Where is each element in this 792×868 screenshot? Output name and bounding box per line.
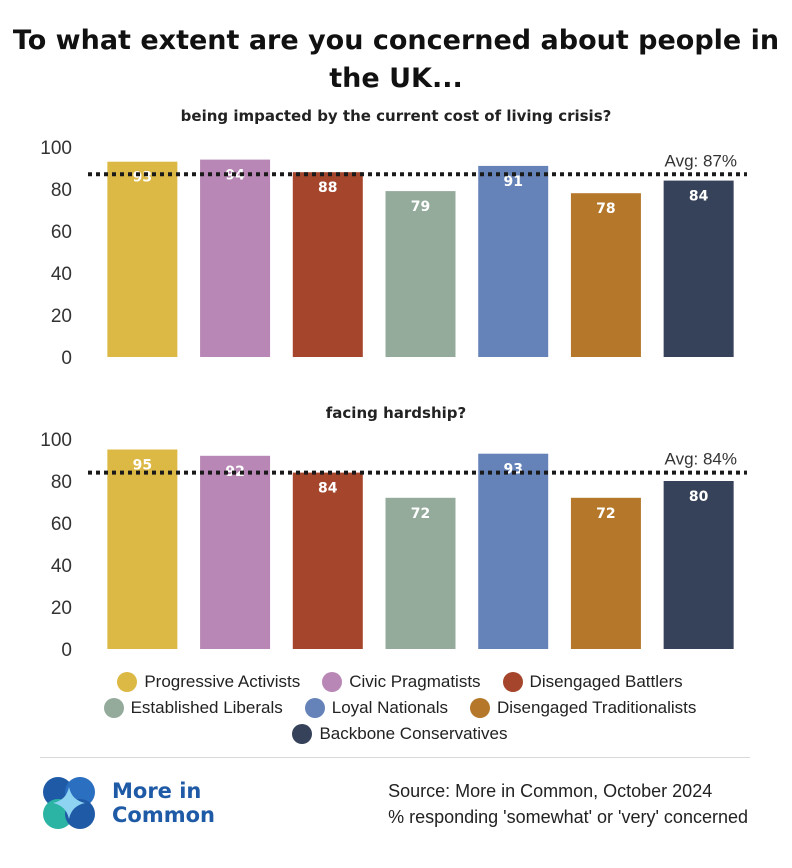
legend-label: Disengaged Battlers [529, 672, 683, 691]
legend-swatch [470, 698, 490, 718]
bar-value-label: 93 [133, 170, 152, 186]
source-line: Source: More in Common, October 2024 [388, 781, 713, 801]
bar-value-label: 88 [318, 180, 337, 196]
y-tick-label: 20 [51, 306, 72, 327]
bar-value-label: 79 [411, 199, 430, 215]
legend-label: Backbone Conservatives [319, 724, 508, 743]
bar-value-label: 91 [503, 174, 522, 190]
legend-label: Loyal Nationals [331, 698, 448, 717]
y-tick-label: 40 [51, 556, 72, 577]
legend-item: Established Liberals [103, 698, 283, 718]
legend-item: Disengaged Traditionalists [470, 698, 696, 718]
y-tick-label: 0 [61, 640, 72, 661]
y-tick-label: 100 [40, 138, 72, 159]
legend-row: Established Liberals Loyal Nationals Disen… [60, 695, 740, 721]
bar-civic-pragmatists [200, 455, 271, 649]
footer-divider [40, 757, 750, 758]
legend-swatch [502, 672, 523, 692]
bar-civic-pragmatists [200, 159, 271, 357]
bar-progressive-activists [107, 449, 178, 649]
legend-row: Backbone Conservatives [60, 721, 740, 747]
legend-item: Disengaged Battlers [502, 672, 683, 692]
chart-1-subtitle: being impacted by the current cost of li… [180, 107, 612, 125]
legend-swatch [117, 672, 138, 692]
more-in-common-logo: More in Common [40, 774, 215, 832]
logo-text: More in Common [112, 779, 215, 827]
legend-item: Civic Pragmatists [322, 672, 481, 692]
legend-item: Loyal Nationals [304, 698, 448, 718]
legend-swatch [304, 698, 325, 718]
legend-label: Progressive Activists [144, 672, 301, 691]
legend-row: Progressive Activists Civic Pragmatists Di… [60, 669, 740, 695]
average-label: Avg: 84% [665, 450, 737, 469]
y-tick-label: 100 [40, 430, 72, 451]
bar-value-label: 93 [503, 462, 522, 478]
bar-disengaged-traditionalists [570, 497, 641, 649]
y-tick-label: 60 [51, 514, 72, 535]
chart-legend: Progressive Activists Civic Pragmatists Di… [60, 669, 740, 747]
base-note-line: % responding 'somewhat' or 'very' concer… [388, 807, 748, 827]
legend-item: Backbone Conservatives [292, 724, 508, 744]
logo-text-line-2: Common [112, 803, 215, 827]
bar-value-label: 80 [689, 489, 709, 505]
bar-value-label: 72 [596, 506, 615, 522]
bar-disengaged-traditionalists [570, 193, 641, 357]
y-tick-label: 60 [51, 222, 72, 243]
source-note: Source: More in Common, October 2024 % r… [388, 778, 748, 830]
legend-swatch [103, 698, 124, 718]
logo-text-line-1: More in [112, 779, 202, 803]
y-tick-label: 20 [51, 598, 72, 619]
y-tick-label: 0 [61, 348, 72, 369]
more-in-common-logo-icon [43, 777, 95, 829]
chart-title-line-2: the UK... [329, 63, 463, 94]
legend-item: Progressive Activists [117, 672, 300, 692]
bar-established-liberals [385, 191, 456, 357]
chart-2-subtitle: facing hardship? [325, 404, 467, 422]
bar-backbone-conservatives [663, 180, 734, 357]
average-label: Avg: 87% [665, 151, 737, 170]
y-tick-label: 80 [51, 472, 72, 493]
chart-title: To what extent are you concerned about p… [0, 22, 792, 98]
chart-cost-of-living: 02040608010093948879917884Avg: 87% [40, 138, 747, 369]
bar-disengaged-battlers [292, 472, 363, 649]
bar-value-label: 95 [133, 458, 152, 474]
bar-backbone-conservatives [663, 481, 734, 649]
legend-label: Disengaged Traditionalists [497, 698, 697, 717]
bar-established-liberals [385, 497, 456, 649]
bar-loyal-nationals [478, 453, 549, 649]
bar-progressive-activists [107, 161, 178, 357]
chart-facing-hardship: 02040608010095928472937280Avg: 84% [40, 430, 747, 661]
bar-value-label: 84 [318, 481, 338, 497]
legend-swatch [322, 672, 343, 692]
y-tick-label: 80 [51, 180, 72, 201]
bar-value-label: 78 [596, 201, 615, 217]
bar-value-label: 72 [411, 506, 430, 522]
legend-swatch [292, 724, 313, 744]
chart-title-line-1: To what extent are you concerned about p… [12, 25, 780, 56]
bar-loyal-nationals [478, 165, 549, 357]
bar-value-label: 84 [689, 189, 709, 205]
legend-label: Established Liberals [130, 698, 283, 717]
y-tick-label: 40 [51, 264, 72, 285]
bar-disengaged-battlers [292, 172, 363, 357]
legend-label: Civic Pragmatists [349, 672, 481, 691]
